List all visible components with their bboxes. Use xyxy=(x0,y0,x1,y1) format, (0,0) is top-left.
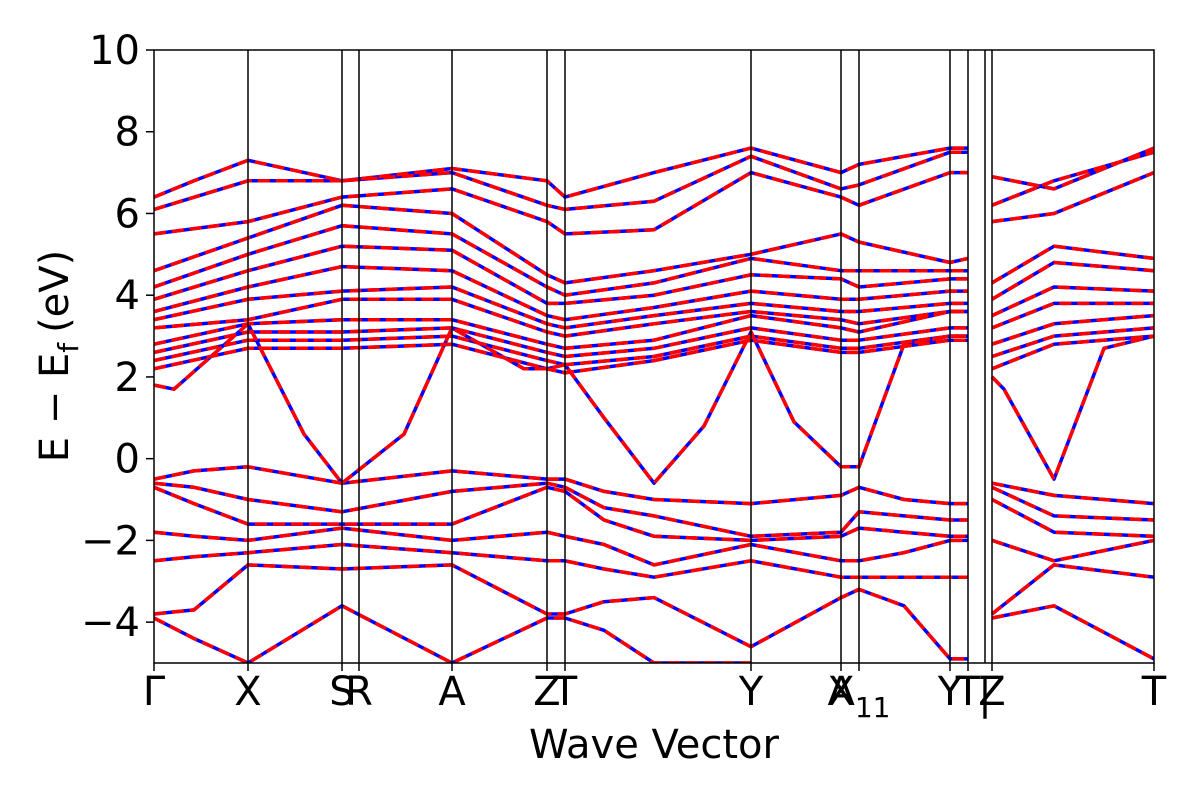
y-tick-label: −4 xyxy=(81,600,140,646)
x-tick-label: T xyxy=(955,669,981,715)
band-line-model-25 xyxy=(991,260,1154,301)
plot-area xyxy=(154,146,1154,663)
y-axis-ticks: −4 −2 0 2 4 6 8 10 xyxy=(81,28,154,646)
x-tick-label: X xyxy=(827,669,854,715)
band-line-model-10 xyxy=(154,326,968,359)
band-line-model-24 xyxy=(991,244,1154,285)
y-tick-label: 8 xyxy=(115,110,140,156)
band-line-model-36 xyxy=(990,563,1154,616)
band-line-model-17 xyxy=(154,526,968,567)
y-tick-label: 6 xyxy=(115,191,140,237)
x-tick-label: T xyxy=(1141,669,1167,715)
band-line-model-13 xyxy=(154,320,968,486)
band-line-model-5 xyxy=(154,244,968,306)
band-line-model-18 xyxy=(154,542,968,579)
y-tick-label: −2 xyxy=(81,518,140,564)
x-axis-label: Wave Vector xyxy=(529,722,780,768)
x-tick-label: Y xyxy=(937,669,963,715)
y-tick-label: 0 xyxy=(115,437,140,483)
band-line-model-28 xyxy=(991,313,1154,346)
band-line-model-37 xyxy=(991,603,1154,661)
x-tick-label: Z xyxy=(533,669,560,715)
band-line-model-29 xyxy=(991,326,1154,359)
kpoint-lines xyxy=(247,50,993,663)
band-line-model-12 xyxy=(154,338,968,375)
band-line-model-19 xyxy=(154,563,968,661)
y-axis-label-sub: f xyxy=(52,342,85,353)
band-line-model-0 xyxy=(154,146,968,200)
x-tick-label: R xyxy=(345,669,373,715)
band-line-model-8 xyxy=(154,297,968,338)
band-line-model-34 xyxy=(991,497,1154,539)
band-line-model-35 xyxy=(991,538,1154,563)
band-line-model-23 xyxy=(991,170,1154,224)
band-line-model-22 xyxy=(991,150,1154,207)
x-tick-label: S xyxy=(329,669,354,715)
y-axis-label: E − Ef (eV) xyxy=(32,250,85,463)
path-break-label: | xyxy=(978,673,991,719)
y-tick-label: 10 xyxy=(89,28,140,74)
band-line-dft-27 xyxy=(991,301,1154,330)
x-tick-label: X xyxy=(234,669,261,715)
band-line-dft-16 xyxy=(154,485,968,543)
x-tick-label: Γ xyxy=(143,669,166,715)
x-tick-label: A xyxy=(438,669,466,715)
band-line-model-4 xyxy=(154,223,968,298)
band-line-model-14 xyxy=(154,465,968,506)
band-line-model-33 xyxy=(991,485,1154,522)
band-line-model-27 xyxy=(991,301,1154,330)
y-tick-label: 2 xyxy=(115,355,140,401)
band-line-model-26 xyxy=(991,285,1154,318)
band-line-model-1 xyxy=(154,150,968,212)
x-tick-label: T xyxy=(552,669,578,715)
y-axis-label-unit: (eV) xyxy=(32,250,78,333)
plot-frame xyxy=(153,49,1155,664)
band-line-model-15 xyxy=(154,481,968,539)
y-axis-label-main: E − E xyxy=(32,353,78,463)
band-line-dft-35 xyxy=(991,538,1154,563)
band-line-model-9 xyxy=(154,309,968,351)
band-line-model-16 xyxy=(154,485,968,543)
band-line-model-11 xyxy=(154,334,968,367)
band-line-dft-0 xyxy=(154,146,968,199)
x-tick-label: Y xyxy=(738,669,764,715)
x-tick-label: A11 xyxy=(827,669,890,724)
band-line-model-6 xyxy=(154,264,968,322)
y-tick-label: 4 xyxy=(115,273,140,319)
band-line-dft-33 xyxy=(991,485,1154,522)
band-line-model-31 xyxy=(990,334,1154,484)
band-line-dft-36 xyxy=(990,563,1154,616)
band-line-model-2 xyxy=(154,170,968,236)
band-line-model-32 xyxy=(991,481,1154,506)
band-line-model-3 xyxy=(154,203,969,285)
x-tick-label: Z xyxy=(978,669,1005,715)
band-line-dft-7 xyxy=(154,285,968,330)
band-line-model-30 xyxy=(991,334,1154,371)
